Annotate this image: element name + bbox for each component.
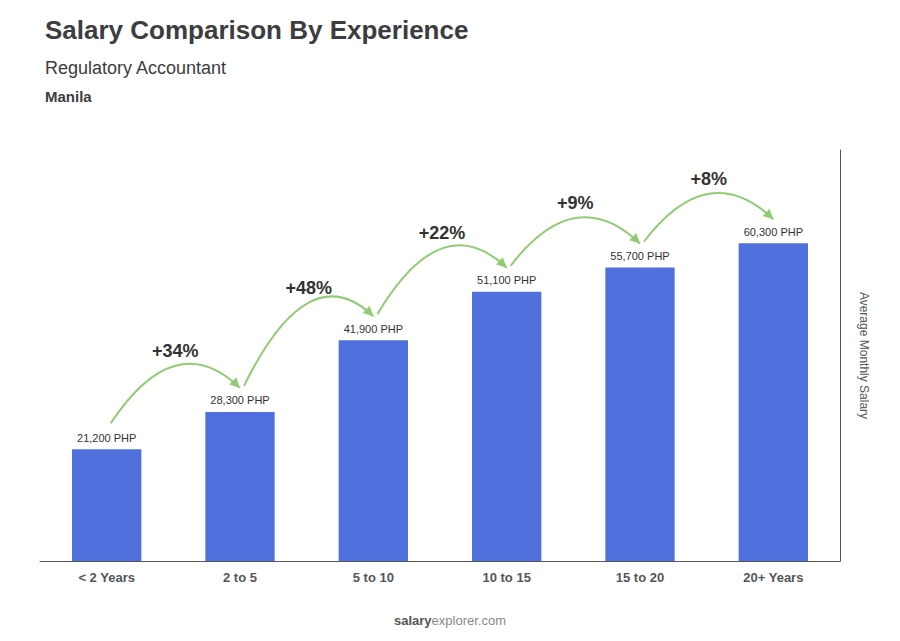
svg-text:< 2 Years: < 2 Years	[78, 570, 135, 585]
svg-text:5 to 10: 5 to 10	[353, 570, 394, 585]
svg-text:salary: salary	[394, 613, 432, 628]
svg-text:+48%: +48%	[285, 278, 332, 298]
svg-text:60,300 PHP: 60,300 PHP	[744, 226, 803, 238]
svg-text:explorer.com: explorer.com	[432, 613, 506, 628]
svg-text:+9%: +9%	[557, 193, 594, 213]
svg-text:41,900 PHP: 41,900 PHP	[344, 323, 403, 335]
svg-text:Salary Comparison By Experienc: Salary Comparison By Experience	[45, 15, 468, 45]
svg-text:Average Monthly Salary: Average Monthly Salary	[857, 292, 871, 419]
svg-text:20+ Years: 20+ Years	[743, 570, 803, 585]
svg-text:28,300 PHP: 28,300 PHP	[210, 394, 269, 406]
svg-text:51,100 PHP: 51,100 PHP	[477, 274, 536, 286]
svg-text:55,700 PHP: 55,700 PHP	[610, 250, 669, 262]
svg-text:Manila: Manila	[45, 88, 92, 105]
svg-text:+34%: +34%	[152, 341, 199, 361]
svg-text:21,200 PHP: 21,200 PHP	[77, 432, 136, 444]
svg-text:Regulatory Accountant: Regulatory Accountant	[45, 58, 226, 78]
svg-text:15 to 20: 15 to 20	[616, 570, 664, 585]
svg-text:+22%: +22%	[419, 223, 466, 243]
svg-text:2 to 5: 2 to 5	[223, 570, 257, 585]
svg-text:+8%: +8%	[690, 169, 727, 189]
svg-text:10 to 15: 10 to 15	[482, 570, 530, 585]
